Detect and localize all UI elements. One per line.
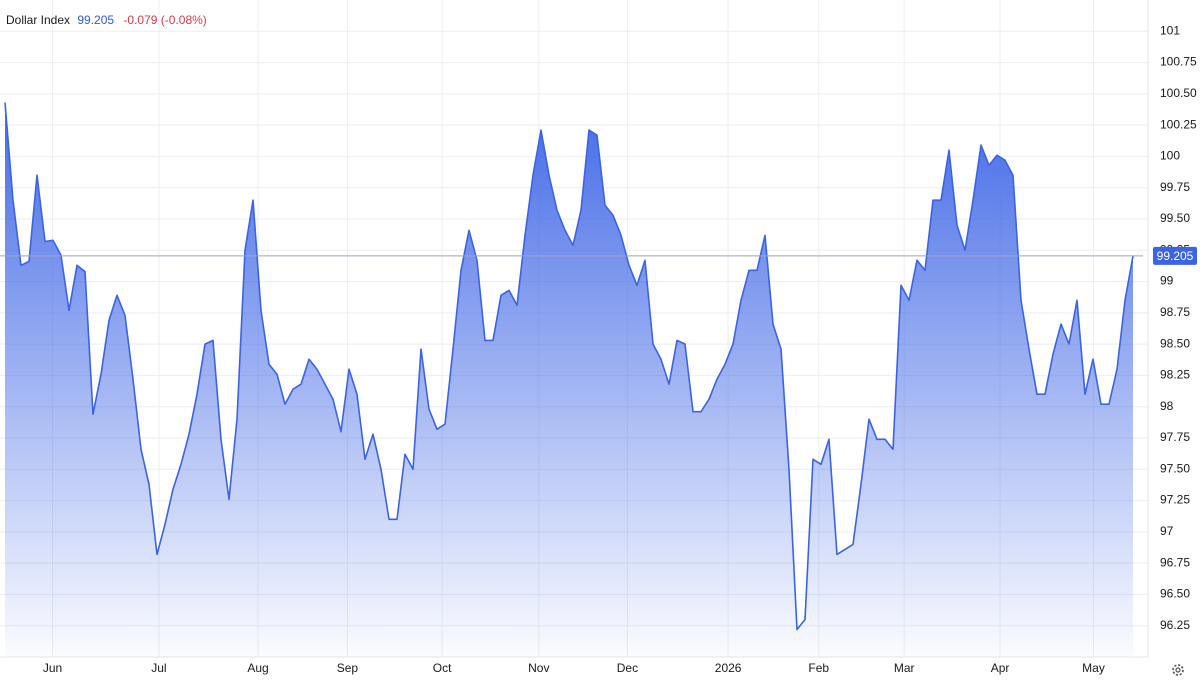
- y-tick-label: 98.50: [1160, 336, 1190, 350]
- y-tick-label: 100.75: [1160, 55, 1197, 69]
- y-tick-label: 97: [1160, 524, 1174, 538]
- x-tick-label: May: [1082, 661, 1105, 675]
- y-tick-label: 96.50: [1160, 587, 1190, 601]
- x-tick-label: Mar: [894, 661, 915, 675]
- y-tick-label: 96.75: [1160, 555, 1190, 569]
- y-tick-label: 100.25: [1160, 117, 1197, 131]
- price-change: -0.079 (-0.08%): [123, 13, 206, 27]
- y-tick-label: 97.25: [1160, 493, 1190, 507]
- y-tick-label: 99.50: [1160, 211, 1190, 225]
- y-tick-label: 97.75: [1160, 430, 1190, 444]
- x-tick-label: Jul: [151, 661, 166, 675]
- x-tick-label: Jun: [43, 661, 62, 675]
- y-tick-label: 100: [1160, 149, 1180, 163]
- x-tick-label: Feb: [808, 661, 829, 675]
- y-tick-label: 97.50: [1160, 461, 1190, 475]
- y-tick-label: 96.25: [1160, 618, 1190, 632]
- x-tick-label: Nov: [528, 661, 549, 675]
- x-tick-label: Apr: [991, 661, 1010, 675]
- x-tick-label: Sep: [337, 661, 359, 675]
- chart-title: Dollar Index: [6, 13, 70, 27]
- last-price-label: 99.205: [1157, 249, 1194, 263]
- y-tick-label: 98.75: [1160, 305, 1190, 319]
- y-tick-label: 99: [1160, 274, 1174, 288]
- y-tick-label: 99.75: [1160, 180, 1190, 194]
- x-tick-label: Aug: [247, 661, 268, 675]
- y-tick-label: 100.50: [1160, 86, 1197, 100]
- y-tick-label: 101: [1160, 23, 1180, 37]
- header: Dollar Index 99.205 -0.079 (-0.08%): [6, 13, 207, 27]
- price-line: [4, 102, 1134, 631]
- last-price-box: [1153, 246, 1197, 265]
- x-tick-label: Oct: [433, 661, 452, 675]
- x-tick-label: Dec: [617, 661, 638, 675]
- settings-icon[interactable]: [1172, 664, 1184, 676]
- x-tick-label: 2026: [715, 661, 742, 675]
- y-tick-label: 98.25: [1160, 368, 1190, 382]
- last-price: 99.205: [77, 13, 114, 27]
- area-fill: [5, 102, 1133, 658]
- y-tick-label: 98: [1160, 399, 1174, 413]
